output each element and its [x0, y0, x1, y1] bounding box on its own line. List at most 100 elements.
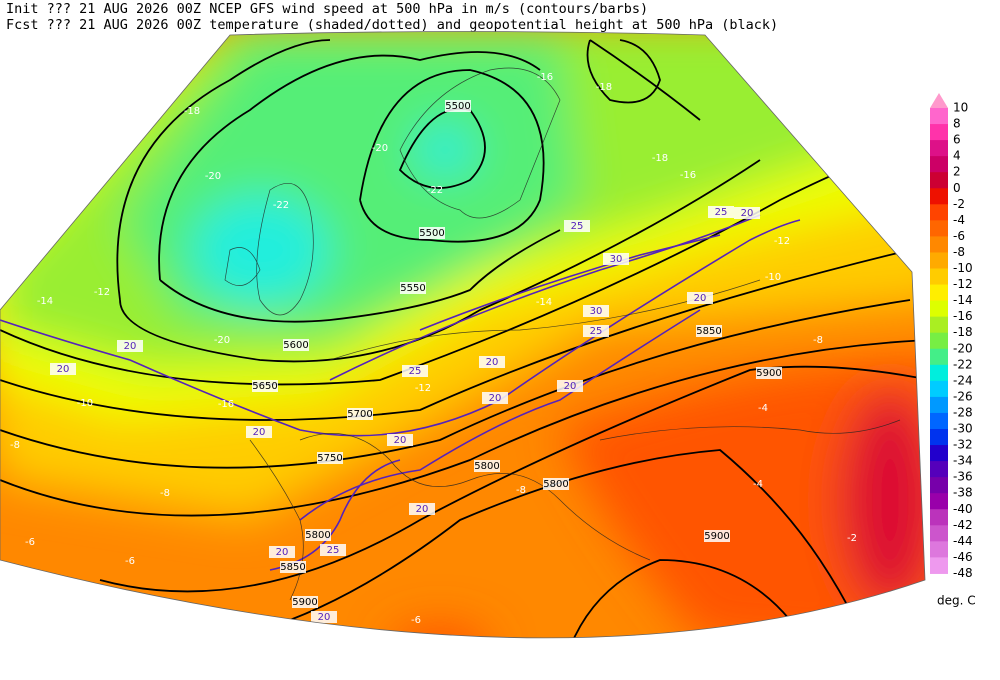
colorbar-label: -6 — [953, 229, 965, 243]
header-fcst: Fcst ??? 21 AUG 2026 00Z temperature (sh… — [6, 17, 778, 33]
label-box — [311, 611, 337, 623]
label-box — [269, 546, 295, 558]
label-box — [482, 392, 508, 404]
colorbar-triangle — [930, 93, 948, 108]
colorbar-label: 6 — [953, 133, 961, 147]
wind-label: 30 — [610, 254, 623, 265]
label-box — [400, 282, 426, 294]
colorbar-swatch — [930, 364, 948, 382]
colorbar-label: -12 — [953, 277, 973, 291]
colorbar-label: -44 — [953, 534, 973, 548]
colorbar-swatch — [930, 525, 948, 542]
height-label: 5600 — [283, 340, 308, 351]
colorbar-label: -48 — [953, 566, 973, 580]
colorbar-label: -10 — [953, 261, 973, 275]
colorbar-swatch — [930, 316, 948, 334]
colorbar-swatch — [930, 541, 948, 558]
wind-label: 20 — [489, 393, 502, 404]
colorbar-label: 8 — [953, 117, 961, 131]
height-label: 5800 — [474, 461, 499, 472]
temperature-label: -4 — [753, 479, 763, 490]
temperature-label: -12 — [94, 287, 110, 298]
colorbar-label: -30 — [953, 422, 973, 436]
colorbar-swatch — [930, 156, 948, 173]
colorbar-label: -22 — [953, 357, 973, 371]
label-box — [734, 207, 760, 219]
label-box — [292, 596, 318, 608]
colorbar-swatch — [930, 268, 948, 286]
label-box — [708, 206, 734, 218]
height-label: 5850 — [280, 562, 305, 573]
label-box — [696, 325, 722, 337]
colorbar-label: 0 — [953, 181, 961, 195]
temperature-label: -4 — [432, 655, 442, 666]
wind-label: 20 — [57, 364, 70, 375]
colorbar-label: -34 — [953, 454, 973, 468]
colorbar-swatch — [930, 461, 948, 478]
height-label: 5750 — [317, 453, 342, 464]
map-labels: 5500 5500 5550 5600 5650 5700 5750 5800 5800 5850… — [10, 72, 857, 666]
temperature-label: -8 — [10, 440, 20, 451]
temperature-label: -22 — [427, 185, 443, 196]
height-label: 5500 — [445, 101, 470, 112]
wind-label: 25 — [409, 366, 422, 377]
colorbar-swatch — [930, 348, 948, 366]
temperature-label: -6 — [25, 537, 35, 548]
temperature-label: -10 — [765, 272, 781, 283]
wind-label: 20 — [253, 427, 266, 438]
temperature-label: -8 — [516, 485, 526, 496]
temperature-label: -4 — [758, 403, 768, 414]
label-box — [246, 426, 272, 438]
temperature-label: -18 — [184, 106, 200, 117]
temperature-label: -2 — [847, 533, 857, 544]
temperature-label: -6 — [411, 615, 421, 626]
wind-label: 20 — [564, 381, 577, 392]
label-box — [479, 356, 505, 368]
wind-label: 25 — [715, 207, 728, 218]
colorbar-label: -32 — [953, 438, 973, 452]
colorbar-swatch — [930, 445, 948, 462]
label-box — [402, 365, 428, 377]
colorbar-label: 10 — [953, 101, 968, 115]
wind-label: 25 — [590, 326, 603, 337]
height-label: 5650 — [252, 381, 277, 392]
temperature-label: -20 — [214, 335, 230, 346]
colorbar-label: -36 — [953, 470, 973, 484]
label-box — [603, 253, 629, 265]
height-label: 5900 — [756, 368, 781, 379]
colorbar-label: -38 — [953, 486, 973, 500]
colorbar-label: 2 — [953, 165, 961, 179]
colorbar-swatch — [930, 220, 948, 237]
wind-label: 20 — [124, 341, 137, 352]
temperature-label: -8 — [160, 488, 170, 499]
wind-label: 30 — [590, 306, 603, 317]
wind-contours — [0, 214, 801, 571]
colorbar-swatch — [930, 557, 948, 574]
colorbar-swatch — [930, 429, 948, 446]
colorbar-swatch — [930, 509, 948, 526]
wind-label: 20 — [741, 208, 754, 219]
colorbar-label: -24 — [953, 373, 973, 387]
height-label: 5900 — [292, 597, 317, 608]
label-box — [424, 654, 450, 666]
temperature-label: -10 — [77, 398, 93, 409]
label-box — [564, 220, 590, 232]
domain-border — [0, 31, 926, 639]
label-box — [283, 339, 309, 351]
colorbar-label: -26 — [953, 389, 973, 403]
colorbar-swatch — [930, 412, 948, 430]
colorbar-label: -4 — [953, 213, 965, 227]
height-label: 5700 — [347, 409, 372, 420]
colorbar-swatch — [930, 284, 948, 302]
wind-label: 20 — [416, 504, 429, 515]
colorbar-label: 4 — [953, 149, 961, 163]
temperature-label: -22 — [273, 200, 289, 211]
colorbar-swatch — [930, 236, 948, 253]
colorbar-swatch — [930, 396, 948, 414]
colorbar: 10 8 6 4 2 0 -2 -4 -6 -8 -10 -12 -14 -16 -18 -20 -22 -24 -… — [930, 93, 973, 580]
temperature-label: -14 — [536, 297, 552, 308]
label-box — [347, 408, 373, 420]
colorbar-swatch — [930, 493, 948, 510]
colorbar-label: -28 — [953, 405, 973, 419]
